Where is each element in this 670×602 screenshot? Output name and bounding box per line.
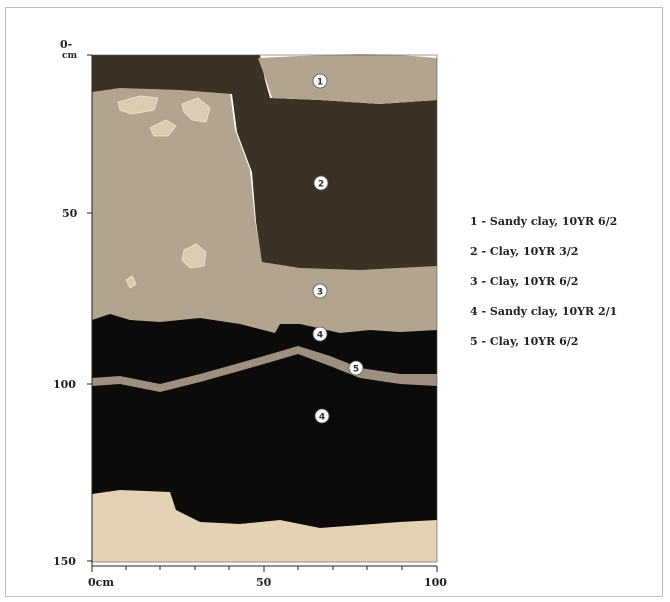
- y-tick-label-150: 150: [53, 555, 76, 568]
- layer-marker-1: 1: [312, 73, 328, 89]
- layer-2-clay: [92, 55, 437, 270]
- svg-text:3: 3: [317, 288, 323, 298]
- legend-item-5: 5 - Clay, 10YR 6/2: [470, 335, 579, 348]
- layer-marker-4-upper: 4: [312, 326, 328, 342]
- svg-text:4: 4: [317, 331, 323, 341]
- layer-marker-2: 2: [313, 175, 329, 191]
- x-tick-label-50: 50: [256, 576, 272, 589]
- legend-item-1: 1 - Sandy clay, 10YR 6/2: [470, 215, 618, 228]
- svg-text:2: 2: [318, 180, 324, 190]
- y-tick-label-100: 100: [53, 378, 76, 391]
- layer-marker-4-lower: 4: [314, 408, 330, 424]
- x-tick-label-100: 100: [424, 576, 447, 589]
- y-tick-label-50: 50: [62, 207, 78, 220]
- legend-item-4: 4 - Sandy clay, 10YR 2/1: [470, 305, 618, 318]
- layer-1-sandy-clay: [258, 54, 437, 104]
- figure-frame: [5, 7, 663, 597]
- legend-item-2: 2 - Clay, 10YR 3/2: [470, 245, 579, 258]
- svg-text:1: 1: [317, 78, 323, 88]
- y-tick-label-0: 0-: [60, 38, 72, 51]
- layer-5-clay-band: [92, 346, 437, 392]
- svg-text:5: 5: [353, 365, 359, 375]
- x-tick-label-0: 0cm: [88, 576, 114, 589]
- y-axis-ticks: [87, 54, 92, 562]
- x-axis-ticks: [91, 566, 438, 572]
- layer-marker-3: 3: [312, 283, 328, 299]
- svg-text:4: 4: [319, 413, 325, 423]
- light-inclusions: [117, 95, 211, 289]
- y-axis-unit: cm: [62, 51, 77, 61]
- layer-marker-5: 5: [348, 360, 364, 376]
- layer-3-clay: [92, 86, 437, 333]
- legend-item-3: 3 - Clay, 10YR 6/2: [470, 275, 579, 288]
- legend: 1 - Sandy clay, 10YR 6/2 2 - Clay, 10YR …: [470, 214, 617, 364]
